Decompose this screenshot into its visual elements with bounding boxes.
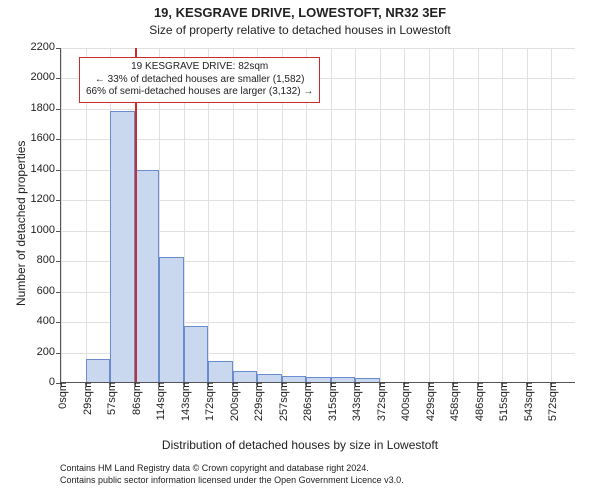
v-gridline bbox=[551, 48, 552, 382]
annotation-box: 19 KESGRAVE DRIVE: 82sqm ← 33% of detach… bbox=[79, 57, 320, 103]
x-tick-label: 486sqm bbox=[470, 382, 486, 421]
y-tick-label: 2000 bbox=[31, 71, 61, 83]
x-tick-label: 400sqm bbox=[396, 382, 412, 421]
footer: Contains HM Land Registry data © Crown c… bbox=[60, 463, 404, 486]
x-tick-label: 57sqm bbox=[102, 382, 118, 415]
x-tick-label: 543sqm bbox=[519, 382, 535, 421]
chart-subtitle: Size of property relative to detached ho… bbox=[0, 23, 600, 37]
y-tick-label: 200 bbox=[37, 346, 61, 358]
y-axis-label: Number of detached properties bbox=[14, 140, 28, 305]
v-gridline bbox=[429, 48, 430, 382]
h-gridline bbox=[61, 48, 575, 49]
histogram-bar bbox=[135, 170, 160, 382]
x-tick-label: 143sqm bbox=[176, 382, 192, 421]
x-axis-label: Distribution of detached houses by size … bbox=[0, 438, 600, 452]
histogram-bar bbox=[86, 359, 111, 382]
y-tick-label: 1400 bbox=[31, 163, 61, 175]
x-tick-label: 315sqm bbox=[323, 382, 339, 421]
histogram-bar bbox=[184, 326, 209, 382]
histogram-bar bbox=[110, 111, 135, 382]
annotation-line-3: 66% of semi-detached houses are larger (… bbox=[86, 86, 313, 99]
y-tick-label: 600 bbox=[37, 285, 61, 297]
h-gridline bbox=[61, 139, 575, 140]
x-tick-label: 172sqm bbox=[200, 382, 216, 421]
x-tick-label: 229sqm bbox=[249, 382, 265, 421]
x-tick-label: 257sqm bbox=[274, 382, 290, 421]
y-tick-label: 2200 bbox=[31, 41, 61, 53]
chart-container: 19, KESGRAVE DRIVE, LOWESTOFT, NR32 3EF … bbox=[0, 0, 600, 500]
x-tick-label: 429sqm bbox=[421, 382, 437, 421]
y-tick-label: 1600 bbox=[31, 132, 61, 144]
annotation-line-2: ← 33% of detached houses are smaller (1,… bbox=[86, 74, 313, 87]
x-tick-label: 29sqm bbox=[78, 382, 94, 415]
y-tick-label: 800 bbox=[37, 254, 61, 266]
y-tick-label: 1800 bbox=[31, 102, 61, 114]
x-tick-label: 286sqm bbox=[298, 382, 314, 421]
v-gridline bbox=[527, 48, 528, 382]
v-gridline bbox=[331, 48, 332, 382]
v-gridline bbox=[478, 48, 479, 382]
x-tick-label: 372sqm bbox=[372, 382, 388, 421]
x-tick-label: 86sqm bbox=[127, 382, 143, 415]
histogram-bar bbox=[233, 371, 258, 382]
x-tick-label: 200sqm bbox=[225, 382, 241, 421]
h-gridline bbox=[61, 109, 575, 110]
x-tick-label: 343sqm bbox=[347, 382, 363, 421]
v-gridline bbox=[453, 48, 454, 382]
v-gridline bbox=[502, 48, 503, 382]
x-tick-label: 114sqm bbox=[151, 382, 167, 420]
histogram-bar bbox=[257, 374, 282, 382]
x-tick-label: 458sqm bbox=[445, 382, 461, 421]
footer-line-2: Contains public sector information licen… bbox=[60, 475, 404, 487]
plot-area: 0200400600800100012001400160018002000220… bbox=[60, 48, 575, 383]
x-tick-label: 515sqm bbox=[494, 382, 510, 421]
y-tick-label: 1000 bbox=[31, 224, 61, 236]
footer-line-1: Contains HM Land Registry data © Crown c… bbox=[60, 463, 404, 475]
v-gridline bbox=[380, 48, 381, 382]
v-gridline bbox=[61, 48, 62, 382]
y-tick-label: 400 bbox=[37, 315, 61, 327]
x-tick-label: 0sqm bbox=[53, 382, 69, 409]
v-gridline bbox=[355, 48, 356, 382]
annotation-line-1: 19 KESGRAVE DRIVE: 82sqm bbox=[86, 61, 313, 74]
x-tick-label: 572sqm bbox=[543, 382, 559, 421]
histogram-bar bbox=[159, 257, 184, 382]
y-tick-label: 1200 bbox=[31, 193, 61, 205]
v-gridline bbox=[404, 48, 405, 382]
histogram-bar bbox=[208, 361, 233, 382]
chart-title: 19, KESGRAVE DRIVE, LOWESTOFT, NR32 3EF bbox=[0, 5, 600, 20]
